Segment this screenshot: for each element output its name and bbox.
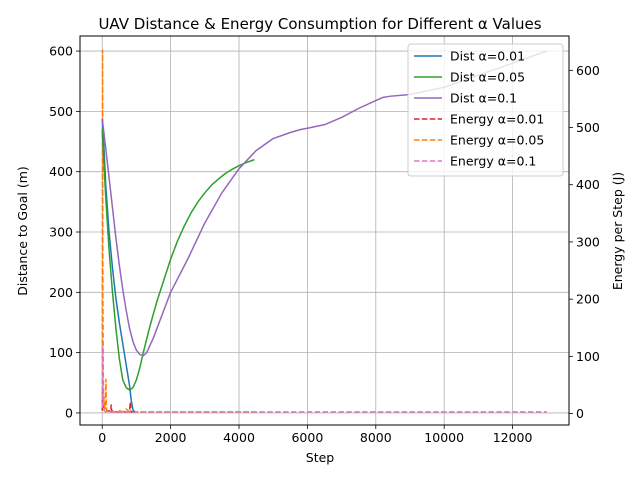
- y-left-tick-label: 100: [49, 345, 73, 360]
- y-right-tick-label: 0: [576, 406, 584, 421]
- y-axis-left-label: Distance to Goal (m): [15, 166, 30, 296]
- y-left-tick-label: 400: [49, 164, 73, 179]
- legend-label: Dist α=0.01: [450, 49, 525, 64]
- y-axis-right-label: Energy per Step (J): [610, 172, 625, 290]
- y-axis-right: 0 100 200 300 400 500 600: [569, 63, 600, 421]
- y-right-tick-label: 400: [576, 177, 600, 192]
- x-tick-label: 0: [98, 430, 106, 445]
- x-tick-label: 10000: [424, 430, 464, 445]
- y-left-tick-label: 500: [49, 104, 73, 119]
- y-left-tick-label: 200: [49, 285, 73, 300]
- y-right-tick-label: 600: [576, 63, 600, 78]
- legend-label: Energy α=0.01: [450, 112, 544, 127]
- x-tick-label: 4000: [223, 430, 255, 445]
- y-right-tick-label: 200: [576, 292, 600, 307]
- x-tick-label: 6000: [291, 430, 323, 445]
- y-left-tick-label: 600: [49, 44, 73, 59]
- legend-label: Dist α=0.1: [450, 91, 517, 106]
- chart-title: UAV Distance & Energy Consumption for Di…: [98, 15, 541, 33]
- legend: Dist α=0.01 Dist α=0.05 Dist α=0.1 Energy α…: [407, 43, 564, 177]
- x-tick-label: 12000: [493, 430, 533, 445]
- y-right-tick-label: 300: [576, 234, 600, 249]
- y-axis-left: 0 100 200 300 400 500 600: [49, 44, 80, 420]
- legend-box: [407, 43, 564, 177]
- grid: [80, 36, 569, 425]
- x-axis: 0 2000 4000 6000 8000 10000 12000: [98, 425, 533, 445]
- series-line-dist-2: [101, 50, 548, 357]
- legend-label: Energy α=0.05: [450, 133, 544, 148]
- x-axis-label: Step: [306, 450, 335, 465]
- series-line-energy-5: [101, 344, 547, 413]
- y-left-tick-label: 300: [49, 225, 73, 240]
- x-tick-label: 8000: [360, 430, 392, 445]
- y-right-tick-label: 100: [576, 349, 600, 364]
- legend-label: Dist α=0.05: [450, 70, 525, 85]
- y-right-tick-label: 500: [576, 120, 600, 135]
- legend-label: Energy α=0.1: [450, 154, 536, 169]
- x-tick-label: 2000: [155, 430, 187, 445]
- y-left-tick-label: 0: [65, 405, 73, 420]
- plot-area: [101, 49, 548, 413]
- plot-frame: [79, 35, 570, 426]
- series-line-dist-1: [101, 129, 255, 391]
